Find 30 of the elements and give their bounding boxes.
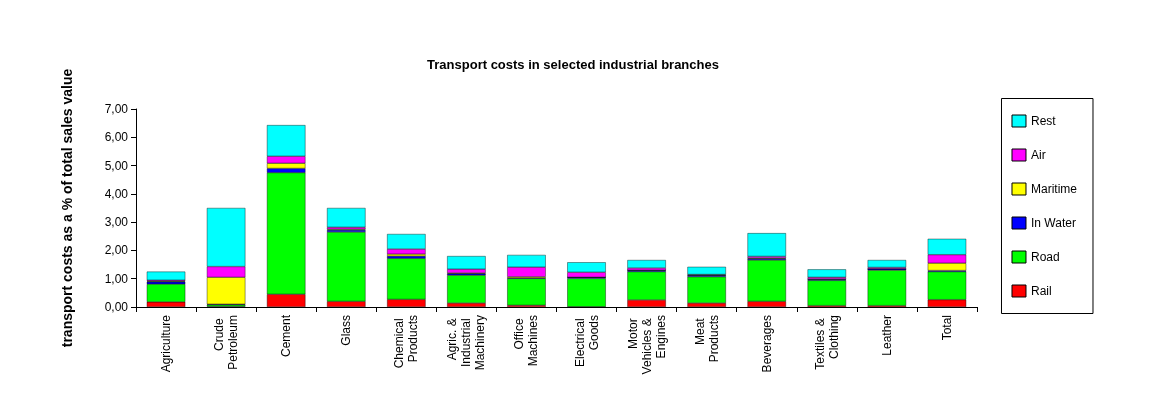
legend-label: In Water: [1031, 216, 1076, 230]
legend-label: Rail: [1031, 284, 1052, 298]
x-tick-label: Glass: [339, 315, 354, 346]
legend-label: Road: [1031, 250, 1060, 264]
x-tick-label: Textiles & Clothing: [812, 315, 841, 370]
y-axis-title: transport costs as a % of total sales value: [59, 68, 75, 348]
y-tick-label: 4,00: [104, 186, 129, 201]
legend-label: Air: [1031, 148, 1046, 162]
y-tick-label: 6,00: [104, 130, 129, 145]
x-tick-label: Leather: [879, 315, 894, 356]
y-tick-label: 1,00: [104, 271, 129, 286]
x-tick-label: Total: [939, 315, 954, 341]
chart-title: Transport costs in selected industrial branches: [427, 57, 719, 72]
x-tick-label: Agriculture: [159, 314, 174, 373]
x-tick-label: Office Machines: [512, 315, 541, 367]
x-tick-label: Meat Products: [692, 315, 721, 363]
x-tick-label: Crude Petroleum: [212, 315, 241, 370]
x-tick-label: Agric. & Industrial Machinery: [445, 315, 488, 371]
y-tick-label: 5,00: [104, 158, 129, 173]
x-tick-label: Cement: [279, 314, 294, 358]
legend-label: Rest: [1031, 114, 1057, 128]
y-tick-label: 0,00: [104, 300, 129, 314]
x-tick-label: Motor Vehicles & Engines: [625, 315, 668, 375]
y-tick-label: 7,00: [104, 102, 129, 116]
x-tick-label: Electrical Goods: [572, 315, 601, 368]
y-tick-label: 2,00: [104, 243, 129, 258]
y-tick-label: 3,00: [104, 215, 129, 230]
x-tick-label: Beverages: [759, 315, 774, 373]
legend-label: Maritime: [1031, 182, 1078, 196]
x-tick-label: Chemical Products: [392, 315, 421, 369]
